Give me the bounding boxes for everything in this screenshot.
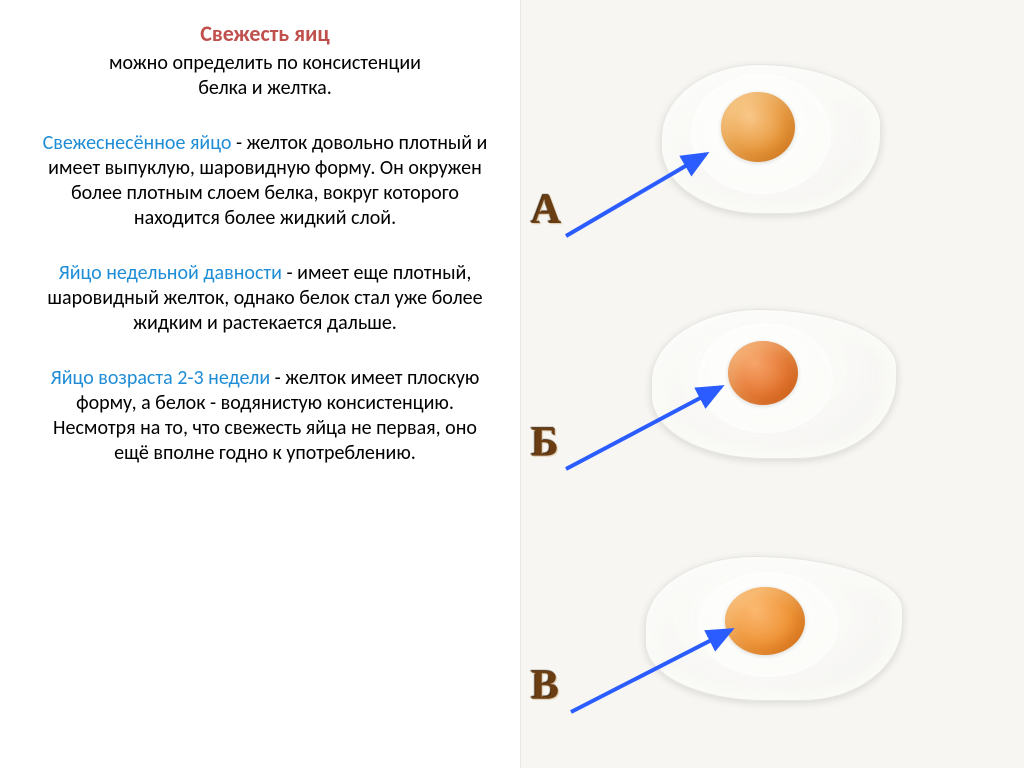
label-letter-А: А <box>531 186 561 234</box>
image-column: А Б В <box>520 0 1024 768</box>
paragraph-old: Яйцо возраста 2-3 недели - желток имеет … <box>35 366 495 466</box>
subtitle-line1: можно определить по консистенции <box>109 51 421 75</box>
egg-Б <box>643 299 903 469</box>
egg-yolk <box>725 587 805 655</box>
label-letter-Б: Б <box>531 419 559 467</box>
egg-wrap-А: А <box>521 26 1024 256</box>
lead-old: Яйцо возраста 2-3 недели <box>51 366 271 390</box>
subtitle: можно определить по консистенции белка и… <box>35 51 495 101</box>
label-letter-В: В <box>531 662 559 710</box>
text-column: Свежесть яиц можно определить по консист… <box>0 0 520 768</box>
egg-В <box>643 542 903 712</box>
egg-yolk <box>721 92 795 162</box>
lead-week: Яйцо недельной давности <box>59 261 282 285</box>
egg-yolk <box>728 341 798 405</box>
subtitle-line2: белка и желтка. <box>198 76 332 100</box>
egg-wrap-Б: Б <box>521 269 1024 499</box>
egg-wrap-В: В <box>521 512 1024 742</box>
lead-fresh: Свежеснесённое яйцо <box>43 131 232 155</box>
paragraph-week: Яйцо недельной давности - имеет еще плот… <box>35 261 495 336</box>
egg-А <box>643 56 903 226</box>
title: Свежесть яиц <box>35 20 495 47</box>
paragraph-fresh: Свежеснесённое яйцо - желток довольно пл… <box>35 131 495 231</box>
